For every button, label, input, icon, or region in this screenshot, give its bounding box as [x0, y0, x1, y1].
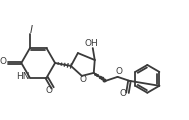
- Text: OH: OH: [85, 39, 99, 48]
- Text: I: I: [29, 24, 32, 35]
- Text: O: O: [79, 75, 86, 84]
- Text: HN: HN: [16, 72, 29, 81]
- Text: O: O: [0, 57, 7, 66]
- Text: O: O: [45, 86, 52, 95]
- Text: O: O: [115, 67, 122, 76]
- Text: O: O: [119, 89, 126, 98]
